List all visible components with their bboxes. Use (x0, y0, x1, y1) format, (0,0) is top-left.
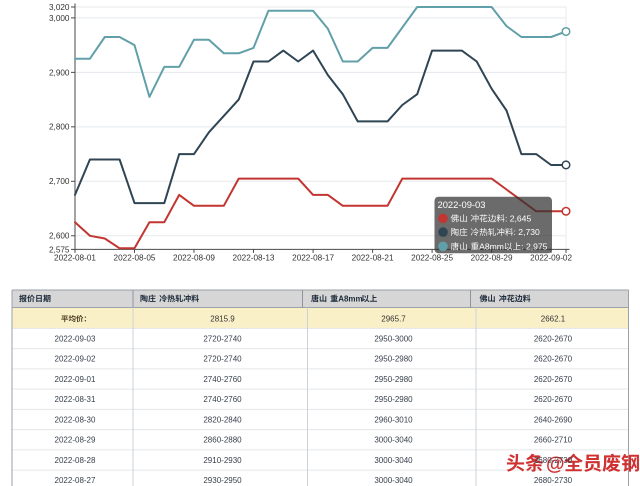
svg-text:2022-08-28: 2022-08-28 (55, 456, 96, 465)
svg-text:: 2,645: : 2,645 (505, 214, 532, 224)
svg-text:2620-2670: 2620-2670 (534, 355, 573, 364)
svg-text:2965.7: 2965.7 (381, 314, 406, 323)
svg-text:2662.1: 2662.1 (541, 314, 566, 323)
svg-text:2815.9: 2815.9 (210, 314, 235, 323)
svg-text:2950-3000: 2950-3000 (374, 334, 413, 343)
svg-text:2720-2740: 2720-2740 (203, 355, 242, 364)
svg-text:2022-08-09: 2022-08-09 (173, 253, 215, 262)
svg-text:2620-2670: 2620-2670 (534, 334, 573, 343)
svg-text:2022-08-17: 2022-08-17 (292, 253, 334, 262)
svg-text:2740-2760: 2740-2760 (203, 375, 242, 384)
svg-text:2022-08-05: 2022-08-05 (114, 253, 156, 262)
svg-text:3,000: 3,000 (49, 14, 70, 23)
svg-text:2022-09-01: 2022-09-01 (55, 375, 96, 384)
svg-text:2680-2730: 2680-2730 (534, 456, 573, 465)
svg-text:2910-2930: 2910-2930 (203, 456, 242, 465)
svg-text:2620-2670: 2620-2670 (534, 375, 573, 384)
svg-text:2620-2670: 2620-2670 (534, 395, 573, 404)
svg-text:2022-09-02: 2022-09-02 (530, 253, 572, 262)
svg-text:2022-08-27: 2022-08-27 (55, 476, 96, 485)
svg-text:2680-2730: 2680-2730 (534, 476, 573, 485)
svg-text:A8mm: A8mm (338, 294, 362, 303)
svg-text:A8mm: A8mm (479, 242, 504, 252)
svg-text:2,900: 2,900 (49, 68, 70, 77)
svg-text:3000-3040: 3000-3040 (374, 456, 413, 465)
svg-text:2022-08-30: 2022-08-30 (55, 415, 96, 424)
svg-text:2022-08-21: 2022-08-21 (352, 253, 394, 262)
svg-text:2930-2950: 2930-2950 (203, 476, 242, 485)
svg-text:@: @ (546, 454, 565, 475)
svg-text:2022-08-29: 2022-08-29 (471, 253, 513, 262)
svg-text:2640-2690: 2640-2690 (534, 415, 573, 424)
svg-text:3,020: 3,020 (49, 3, 70, 12)
svg-text:2950-2980: 2950-2980 (374, 375, 413, 384)
svg-text:2022-09-03: 2022-09-03 (55, 334, 96, 343)
svg-text:2022-08-29: 2022-08-29 (55, 436, 96, 445)
svg-text:2720-2740: 2720-2740 (203, 334, 242, 343)
svg-text:2660-2710: 2660-2710 (534, 436, 573, 445)
svg-text:2022-09-03: 2022-09-03 (438, 199, 486, 210)
svg-text:3000-3040: 3000-3040 (374, 476, 413, 485)
svg-text:2950-2980: 2950-2980 (374, 355, 413, 364)
svg-text:2860-2880: 2860-2880 (203, 436, 242, 445)
svg-text:2,600: 2,600 (49, 232, 70, 241)
svg-text:2,575: 2,575 (49, 245, 70, 254)
svg-text:2022-08-13: 2022-08-13 (233, 253, 275, 262)
svg-text:2,700: 2,700 (49, 177, 70, 186)
svg-text:2,800: 2,800 (49, 123, 70, 132)
svg-text:2740-2760: 2740-2760 (203, 395, 242, 404)
svg-text:: 2,975: : 2,975 (521, 242, 548, 252)
svg-text:3000-3040: 3000-3040 (374, 436, 413, 445)
svg-text:: 2,730: : 2,730 (514, 227, 541, 237)
svg-text:2022-09-02: 2022-09-02 (55, 355, 96, 364)
svg-text:2022-08-01: 2022-08-01 (54, 253, 96, 262)
svg-text:2820-2840: 2820-2840 (203, 415, 242, 424)
svg-text:2960-3010: 2960-3010 (374, 415, 413, 424)
svg-text:2022-08-25: 2022-08-25 (411, 253, 453, 262)
svg-text:2022-08-31: 2022-08-31 (55, 395, 96, 404)
svg-text:2950-2980: 2950-2980 (374, 395, 413, 404)
